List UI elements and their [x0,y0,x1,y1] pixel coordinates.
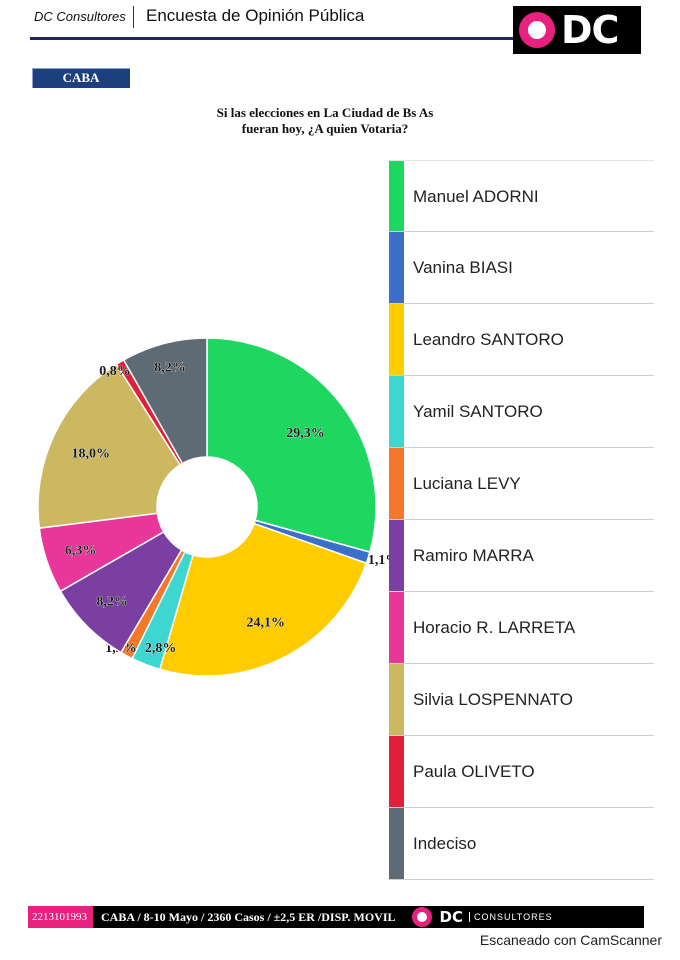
footer-bar: 2213101993 CABA / 8-10 Mayo / 2360 Casos… [28,906,644,928]
legend-item-ramiro-marra: Ramiro MARRA [389,520,654,592]
data-label-paula-oliveto: 0,8% [99,364,131,379]
data-label-yamil-santoro: 2,8% [145,641,177,656]
legend-item-leandro-santoro: Leandro SANTORO [389,304,654,376]
data-label-leandro-santoro: 24,1% [246,615,285,630]
footer-phone: 2213101993 [28,906,93,928]
legend-label: Indeciso [413,834,477,853]
header-rule [30,37,520,40]
legend-item-paula-oliveto: Paula OLIVETO [389,736,654,808]
logo-ring-icon [519,12,555,48]
question-line-1: Si las elecciones en La Ciudad de Bs As [216,105,434,120]
legend-label: Ramiro MARRA [413,546,534,565]
question-line-2: fueran hoy, ¿A quien Votaria? [241,121,409,136]
legend-swatch [389,664,404,735]
legend-swatch [389,161,404,231]
legend-label: Vanina BIASI [413,258,513,277]
donut-chart: 29,3%1,1%24,1%2,8%1,2%8,2%6,3%18,0%0,8%8… [37,337,390,677]
legend-label: Luciana LEVY [413,474,521,493]
legend-swatch [389,304,404,375]
legend-swatch [389,592,404,663]
legend-swatch [389,448,404,519]
footer-logo-text: DC [439,908,463,926]
footer-ring-icon [411,907,432,927]
data-label-silvia-lospennato: 18,0% [71,446,110,461]
donut-slice-leandro-santoro [158,522,368,677]
legend-item-indeciso: Indeciso [389,808,654,880]
legend-swatch [389,232,404,303]
chart-question: Si las elecciones en La Ciudad de Bs As … [150,105,500,137]
header-brand: DC Consultores [34,9,126,24]
data-label-indeciso: 8,2% [154,361,186,376]
legend-label: Manuel ADORNI [413,187,539,206]
header-title: Encuesta de Opinión Pública [146,6,365,25]
footer-info: CABA / 8-10 Mayo / 2360 Casos / ±2,5 ER … [101,909,396,924]
legend-swatch [389,376,404,447]
data-label-manuel-adorni: 29,3% [286,426,325,441]
legend-item-silvia-lospennato: Silvia LOSPENNATO [389,664,654,736]
donut-slice-manuel-adorni [206,337,377,554]
donut-slice-indeciso [122,337,208,465]
legend-item-yamil-santoro: Yamil SANTORO [389,376,654,448]
legend-label: Paula OLIVETO [413,762,535,781]
legend-swatch [389,808,404,879]
legend-item-horacio-r-larreta: Horacio R. LARRETA [389,592,654,664]
logo-text: DC [561,8,619,52]
legend-item-luciana-levy: Luciana LEVY [389,448,654,520]
legend-label: Yamil SANTORO [413,402,543,421]
legend-label: Horacio R. LARRETA [413,618,576,637]
legend-item-manuel-adorni: Manuel ADORNI [389,160,654,232]
data-label-vanina-biasi: 1,1% [368,553,390,568]
chart-legend: Manuel ADORNI Vanina BIASI Leandro SANTORO… [389,160,654,880]
data-label-horacio-r-larreta: 6,3% [65,543,97,558]
legend-item-vanina-biasi: Vanina BIASI [389,232,654,304]
legend-label: Silvia LOSPENNATO [413,690,573,709]
donut-slice-silvia-lospennato [37,363,182,530]
legend-label: Leandro SANTORO [413,330,564,349]
data-label-ramiro-marra: 8,2% [96,595,128,610]
region-badge: CABA [32,68,130,88]
dc-logo: DC [513,6,641,54]
legend-swatch [389,520,404,591]
footer-consultores: CONSULTORES [468,912,553,922]
header-separator [133,6,134,28]
legend-swatch [389,736,404,807]
scan-note: Escaneado con CamScanner [479,932,662,948]
